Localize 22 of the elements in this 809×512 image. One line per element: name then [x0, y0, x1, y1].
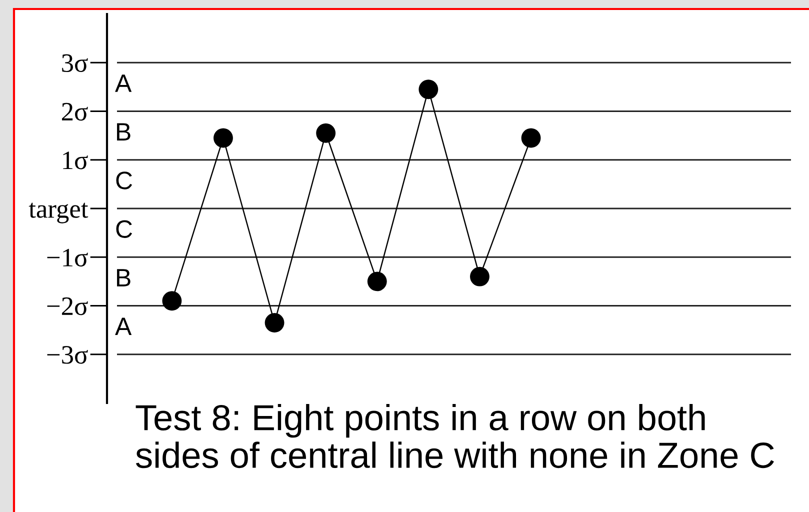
text: Test 8: Eight points in a row on both sides of central line with none in Zone C — [136, 404, 774, 468]
y-tick-label: −1σ — [47, 248, 88, 267]
y-tick-label: 2σ — [62, 102, 88, 121]
text: A — [115, 318, 132, 335]
text: C — [116, 220, 132, 238]
point — [316, 123, 336, 143]
point — [162, 291, 182, 311]
y-tick-label: −3σ — [47, 346, 88, 364]
point — [418, 80, 438, 100]
point — [214, 128, 233, 148]
text: A — [115, 74, 132, 92]
y-tick-label: −2σ — [47, 297, 88, 316]
point — [367, 272, 387, 292]
text: B — [117, 269, 130, 286]
point — [470, 266, 490, 286]
text: B — [117, 123, 130, 140]
y-tick-label: target — [28, 202, 88, 224]
point — [521, 128, 541, 148]
point — [264, 313, 284, 332]
y-tick-label: 3σ — [62, 54, 88, 72]
y-tick-label: 1σ — [63, 152, 88, 170]
text: C — [116, 172, 132, 190]
